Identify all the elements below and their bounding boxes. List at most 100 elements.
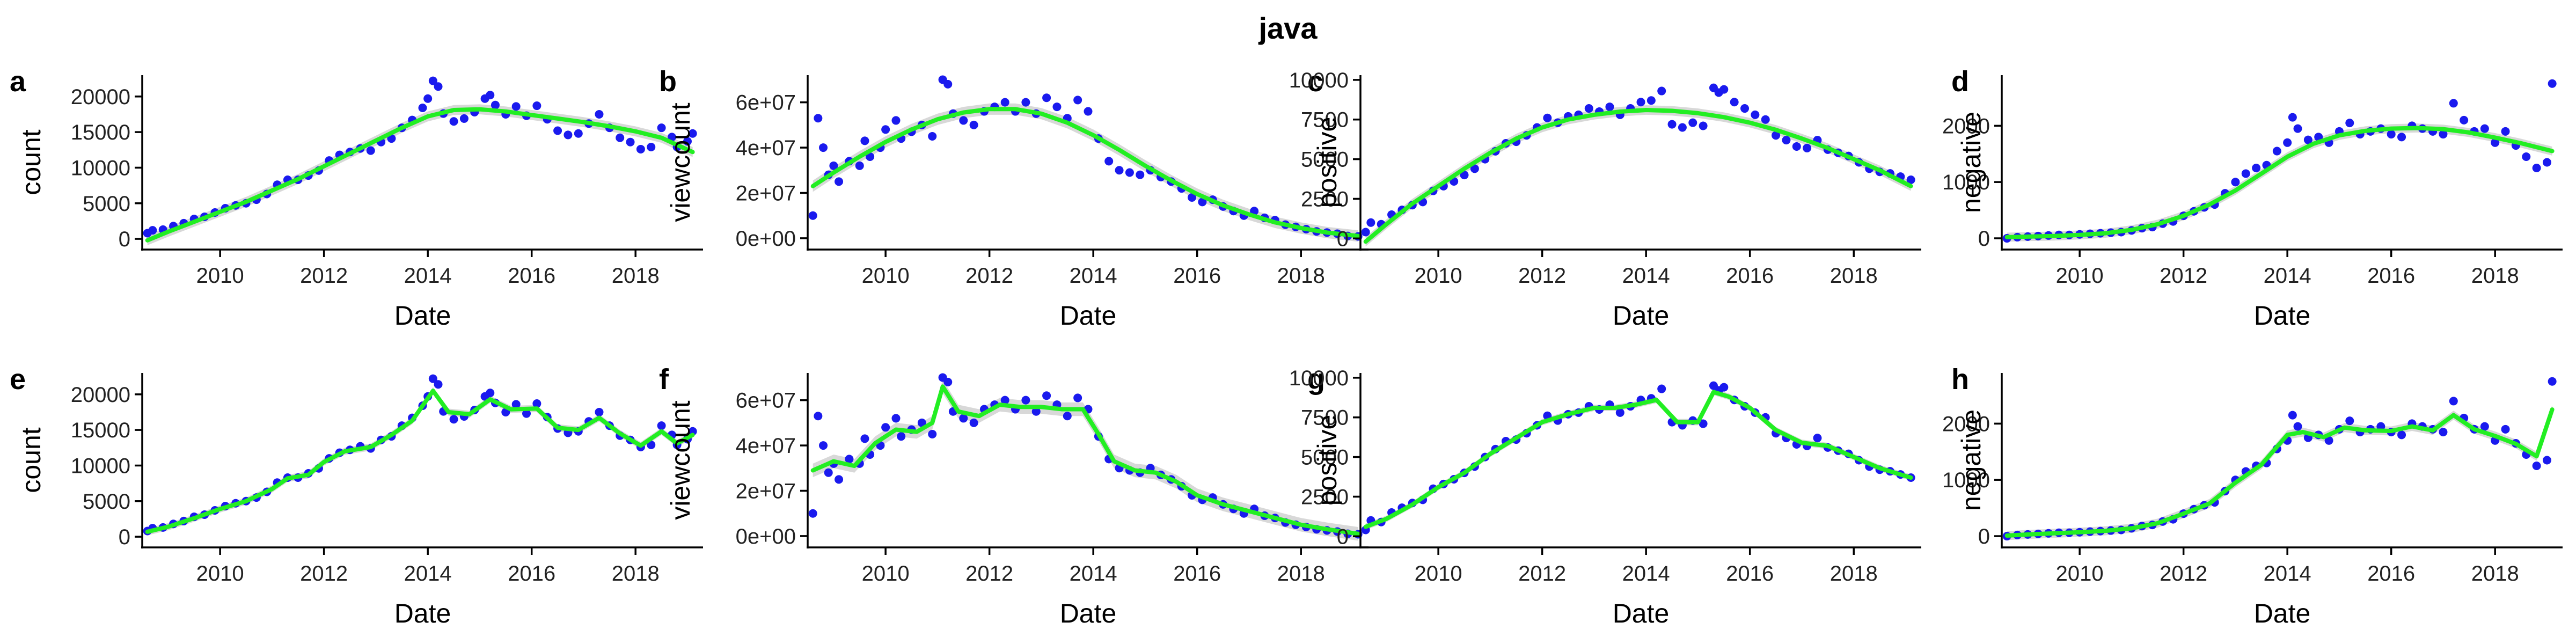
data-point [1761, 115, 1770, 124]
data-point [1125, 168, 1134, 177]
y-axis-title: negative [1956, 112, 1986, 213]
data-point [449, 415, 458, 424]
y-axis-title: count [16, 129, 46, 195]
x-tick-label: 2014 [2264, 562, 2311, 586]
y-tick-label: 10000 [1289, 367, 1349, 390]
fit-line [1363, 108, 1913, 244]
data-point [2449, 397, 2458, 406]
data-point [881, 125, 890, 134]
y-axis-title: viewcount [665, 400, 696, 519]
data-point [835, 177, 844, 186]
data-point [434, 380, 443, 389]
data-point [1073, 393, 1082, 402]
data-point [1361, 228, 1370, 237]
data-point [1615, 408, 1624, 417]
data-point [1782, 136, 1791, 145]
y-tick-label: 1000 [1942, 469, 1990, 492]
y-tick-label: 0e+00 [736, 525, 796, 548]
data-point [1543, 113, 1552, 122]
x-tick-label: 2016 [1726, 562, 1774, 586]
data-point [148, 226, 157, 235]
data-point [688, 129, 697, 138]
data-point [1678, 123, 1687, 132]
data-point [1719, 85, 1729, 94]
y-tick-label: 7500 [1301, 406, 1349, 430]
data-point [1460, 171, 1469, 180]
x-tick-label: 2014 [1622, 264, 1670, 288]
data-point [1667, 120, 1677, 129]
y-tick-label: 2e+07 [736, 479, 796, 503]
x-axis-title: Date [1613, 301, 1670, 331]
data-point [1699, 419, 1708, 428]
data-point [1803, 143, 1812, 152]
fit-line [2004, 407, 2555, 538]
panel-e: e 0 5000 10000 15000 20000 2010 2012 2014 2016 201… [10, 363, 703, 628]
data-point [1084, 107, 1093, 116]
data-point [2480, 124, 2489, 133]
data-point [459, 114, 469, 123]
y-tick-label: 0 [119, 228, 130, 251]
data-point [824, 468, 833, 477]
y-tick-label: 4e+07 [736, 136, 796, 160]
data-point [1042, 93, 1051, 103]
x-tick-label: 2014 [1070, 264, 1117, 288]
data-point [1052, 103, 1062, 112]
data-point [657, 421, 666, 430]
data-point [2252, 163, 2261, 172]
data-point [574, 129, 583, 138]
data-point [2548, 377, 2557, 386]
x-tick-label: 2010 [862, 562, 910, 586]
y-tick-label: 15000 [71, 419, 130, 442]
panel-h: h 0 1000 2000 2010 2012 2014 2016 2018 Date negati… [1942, 363, 2563, 628]
x-tick-label: 2012 [2160, 264, 2207, 288]
panel-label: a [10, 65, 26, 98]
data-point [1584, 104, 1593, 113]
data-point [2480, 422, 2489, 431]
x-tick-label: 2014 [1622, 562, 1670, 586]
x-tick-label: 2012 [965, 562, 1013, 586]
x-axis-title: Date [1613, 598, 1670, 628]
y-tick-label: 5000 [83, 192, 130, 216]
data-point [2397, 133, 2406, 142]
y-tick-label: 2500 [1301, 187, 1349, 211]
x-tick-label: 2016 [508, 562, 555, 586]
x-tick-label: 2016 [2367, 562, 2415, 586]
data-point [418, 104, 427, 113]
data-point [1792, 142, 1801, 151]
data-point [366, 146, 375, 155]
x-tick-label: 2016 [1173, 264, 1221, 288]
data-point [522, 409, 531, 418]
data-point [1104, 157, 1114, 166]
data-point [2542, 158, 2551, 167]
data-point [1699, 121, 1708, 130]
x-tick-label: 2016 [508, 264, 555, 288]
data-point [595, 109, 604, 119]
x-tick-label: 2018 [2471, 264, 2519, 288]
panel-label: b [659, 65, 677, 98]
data-point [835, 475, 844, 484]
data-point [1198, 197, 1207, 207]
data-point [1636, 98, 1645, 107]
data-point [808, 509, 817, 518]
panel-d: d 0 1000 2000 2010 2012 2014 2016 2018 Date negati… [1942, 65, 2563, 331]
data-point [860, 136, 869, 145]
x-tick-label: 2012 [1518, 562, 1566, 586]
data-point [1000, 396, 1009, 405]
data-point [532, 399, 541, 408]
data-point [1813, 434, 1822, 443]
data-point [511, 400, 521, 409]
y-tick-label: 10000 [1289, 69, 1349, 92]
data-point [1136, 170, 1145, 179]
data-point [866, 152, 875, 161]
x-axis-title: Date [1060, 301, 1117, 331]
y-tick-label: 10000 [71, 156, 130, 180]
panel-label: f [659, 363, 669, 396]
y-tick-label: 15000 [71, 121, 130, 144]
x-axis-title: Date [2254, 598, 2311, 628]
y-tick-label: 0 [119, 525, 130, 549]
confidence-band [2007, 123, 2552, 242]
data-point [897, 432, 906, 441]
fit-line [145, 107, 695, 243]
data-point [2241, 169, 2250, 178]
data-point [1115, 166, 1124, 175]
